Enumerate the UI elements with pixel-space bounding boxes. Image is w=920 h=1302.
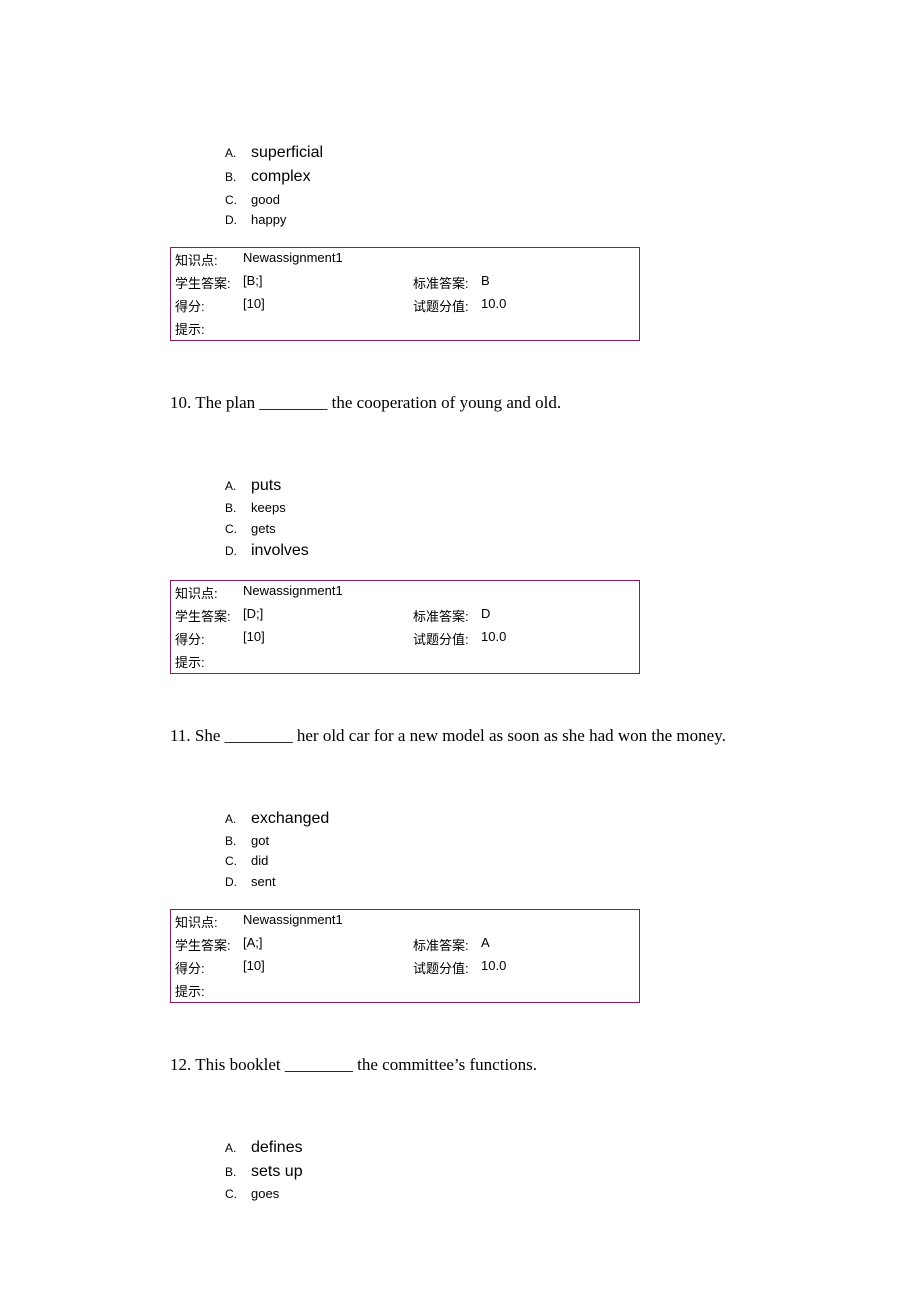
option-text: involves bbox=[251, 540, 309, 562]
q11-stem: 11. She ________ her old car for a new m… bbox=[170, 724, 750, 748]
correct-answer-value: A bbox=[481, 935, 490, 954]
correct-answer-value: D bbox=[481, 606, 490, 625]
option-row: A. exchanged bbox=[225, 808, 750, 830]
correct-answer-value: B bbox=[481, 273, 490, 292]
kp-value: Newassignment1 bbox=[243, 250, 413, 269]
q9-options: A. superficial B. complex C. good D. hap… bbox=[225, 142, 750, 229]
student-answer-value: [B;] bbox=[243, 273, 413, 292]
option-text: defines bbox=[251, 1137, 303, 1159]
option-row: A. superficial bbox=[225, 142, 750, 164]
option-letter: A. bbox=[225, 811, 251, 828]
q12-options: A. defines B. sets up C. goes bbox=[225, 1137, 750, 1204]
hint-label: 提示: bbox=[175, 652, 243, 671]
option-letter: A. bbox=[225, 145, 251, 162]
option-row: C. goes bbox=[225, 1185, 750, 1203]
option-letter: C. bbox=[225, 853, 251, 870]
option-letter: D. bbox=[225, 543, 251, 560]
student-answer-label: 学生答案: bbox=[175, 606, 243, 625]
option-row: D. involves bbox=[225, 540, 750, 562]
max-score-value: 10.0 bbox=[481, 629, 506, 648]
option-text: sent bbox=[251, 873, 276, 891]
option-row: B. complex bbox=[225, 166, 750, 188]
q12-stem: 12. This booklet ________ the committee’… bbox=[170, 1053, 750, 1077]
q11-options: A. exchanged B. got C. did D. sent bbox=[225, 808, 750, 891]
option-letter: D. bbox=[225, 874, 251, 891]
kp-label: 知识点: bbox=[175, 912, 243, 931]
max-score-label: 试题分值: bbox=[413, 629, 481, 648]
option-row: B. sets up bbox=[225, 1161, 750, 1183]
option-letter: B. bbox=[225, 1164, 251, 1181]
max-score-label: 试题分值: bbox=[413, 958, 481, 977]
option-row: B. got bbox=[225, 832, 750, 850]
option-text: goes bbox=[251, 1185, 279, 1203]
page: A. superficial B. complex C. good D. hap… bbox=[0, 0, 920, 1266]
q9-answer-box: 知识点: Newassignment1 学生答案: [B;] 标准答案: B 得… bbox=[170, 247, 640, 341]
max-score-value: 10.0 bbox=[481, 296, 506, 315]
option-row: D. sent bbox=[225, 873, 750, 891]
option-text: happy bbox=[251, 211, 286, 229]
kp-label: 知识点: bbox=[175, 250, 243, 269]
student-answer-label: 学生答案: bbox=[175, 935, 243, 954]
option-letter: B. bbox=[225, 833, 251, 850]
student-answer-value: [D;] bbox=[243, 606, 413, 625]
correct-answer-label: 标准答案: bbox=[413, 273, 481, 292]
score-value: [10] bbox=[243, 958, 413, 977]
option-text: superficial bbox=[251, 142, 323, 164]
q10-answer-box: 知识点: Newassignment1 学生答案: [D;] 标准答案: D 得… bbox=[170, 580, 640, 674]
option-text: keeps bbox=[251, 499, 286, 517]
option-letter: C. bbox=[225, 192, 251, 209]
option-letter: B. bbox=[225, 500, 251, 517]
option-letter: A. bbox=[225, 1140, 251, 1157]
option-row: A. puts bbox=[225, 475, 750, 497]
option-row: C. good bbox=[225, 191, 750, 209]
option-letter: C. bbox=[225, 1186, 251, 1203]
student-answer-label: 学生答案: bbox=[175, 273, 243, 292]
option-text: exchanged bbox=[251, 808, 329, 830]
option-row: B. keeps bbox=[225, 499, 750, 517]
option-text: did bbox=[251, 852, 268, 870]
option-text: puts bbox=[251, 475, 281, 497]
option-letter: B. bbox=[225, 169, 251, 186]
q10-options: A. puts B. keeps C. gets D. involves bbox=[225, 475, 750, 562]
score-label: 得分: bbox=[175, 958, 243, 977]
student-answer-value: [A;] bbox=[243, 935, 413, 954]
kp-label: 知识点: bbox=[175, 583, 243, 602]
option-row: A. defines bbox=[225, 1137, 750, 1159]
max-score-value: 10.0 bbox=[481, 958, 506, 977]
score-value: [10] bbox=[243, 629, 413, 648]
hint-label: 提示: bbox=[175, 319, 243, 338]
option-letter: A. bbox=[225, 478, 251, 495]
option-text: got bbox=[251, 832, 269, 850]
q10-stem: 10. The plan ________ the cooperation of… bbox=[170, 391, 750, 415]
q11-answer-box: 知识点: Newassignment1 学生答案: [A;] 标准答案: A 得… bbox=[170, 909, 640, 1003]
score-label: 得分: bbox=[175, 629, 243, 648]
correct-answer-label: 标准答案: bbox=[413, 606, 481, 625]
hint-label: 提示: bbox=[175, 981, 243, 1000]
max-score-label: 试题分值: bbox=[413, 296, 481, 315]
kp-value: Newassignment1 bbox=[243, 583, 413, 602]
kp-value: Newassignment1 bbox=[243, 912, 413, 931]
option-row: D. happy bbox=[225, 211, 750, 229]
option-letter: C. bbox=[225, 521, 251, 538]
option-text: complex bbox=[251, 166, 311, 188]
option-row: C. gets bbox=[225, 520, 750, 538]
option-letter: D. bbox=[225, 212, 251, 229]
correct-answer-label: 标准答案: bbox=[413, 935, 481, 954]
option-text: sets up bbox=[251, 1161, 303, 1183]
option-row: C. did bbox=[225, 852, 750, 870]
option-text: gets bbox=[251, 520, 276, 538]
option-text: good bbox=[251, 191, 280, 209]
score-label: 得分: bbox=[175, 296, 243, 315]
score-value: [10] bbox=[243, 296, 413, 315]
